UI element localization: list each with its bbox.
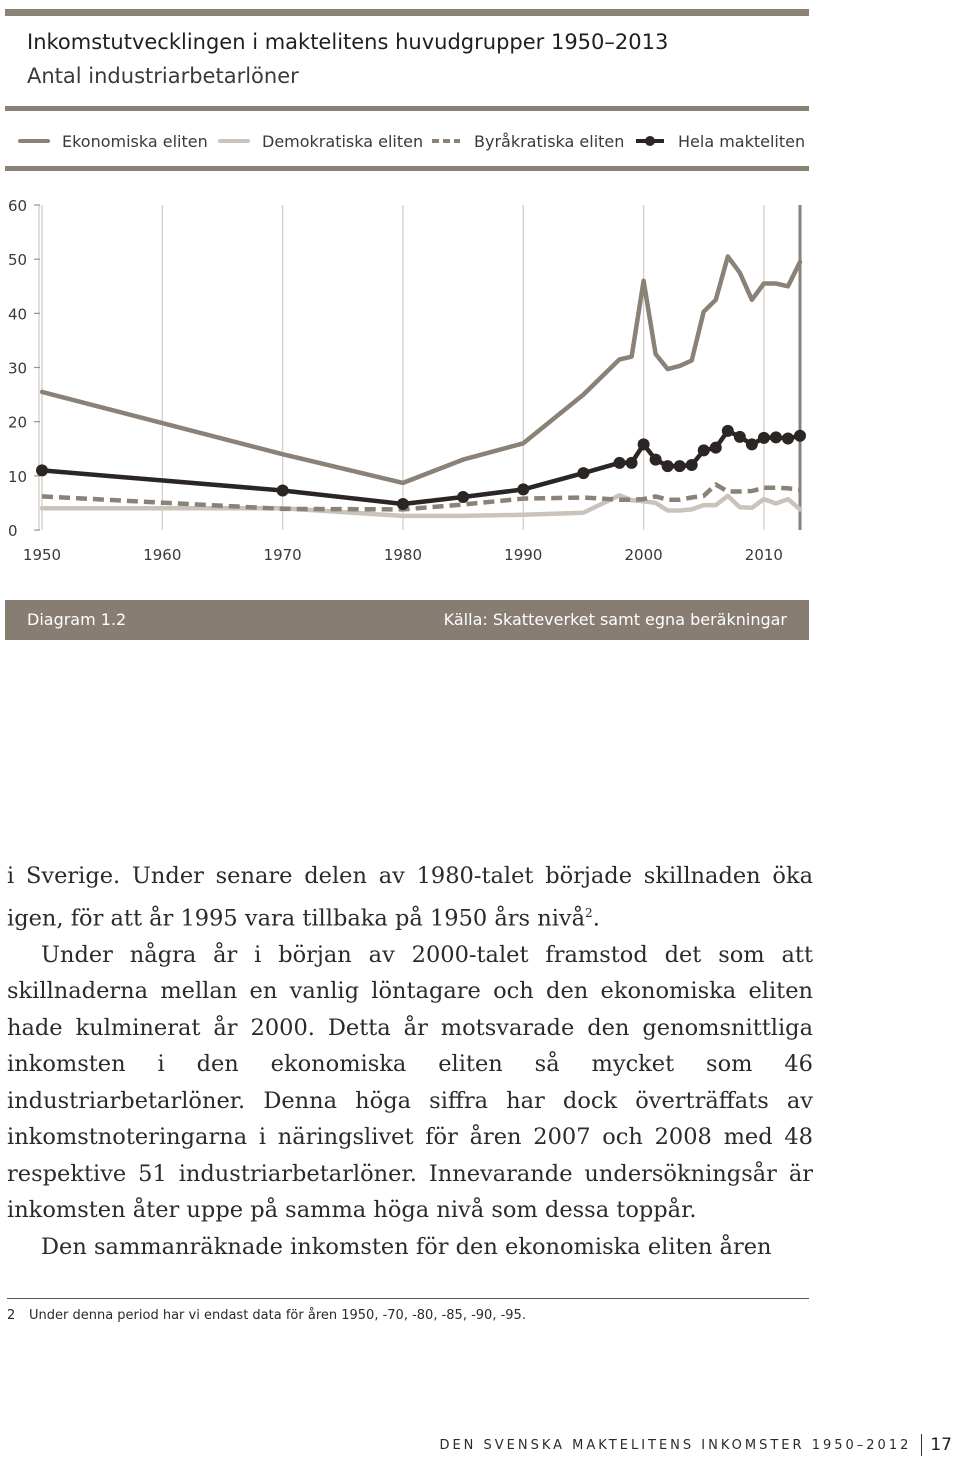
running-footer: DEN SVENSKA MAKTELITENS INKOMSTER 1950–2… xyxy=(439,1434,952,1456)
legend-item-hela: Hela makteliten xyxy=(634,126,805,156)
legend-label: Hela makteliten xyxy=(678,131,806,151)
footnote: 2 Under denna period har vi endast data f… xyxy=(7,1308,526,1323)
y-tick-label: 30 xyxy=(8,360,27,378)
footnote-ref[interactable]: 2 xyxy=(585,905,593,920)
legend-label: Ekonomiska eliten xyxy=(62,131,208,151)
legend-item-byrakratiska: Byråkratiska eliten xyxy=(430,126,624,156)
x-tick-label: 2010 xyxy=(745,546,783,564)
legend-divider xyxy=(5,166,809,171)
x-tick-label: 1960 xyxy=(143,546,181,564)
data-point xyxy=(613,456,626,469)
x-tick-label: 1990 xyxy=(504,546,542,564)
data-point xyxy=(781,432,794,445)
data-point xyxy=(769,431,782,444)
data-point xyxy=(577,467,590,480)
footnote-rule xyxy=(7,1298,809,1299)
data-point xyxy=(649,453,662,466)
data-point xyxy=(733,430,746,443)
body-text: i Sverige. Under senare delen av 1980-ta… xyxy=(7,858,813,1265)
legend-label: Demokratiska eliten xyxy=(262,131,424,151)
footer-separator xyxy=(921,1434,923,1456)
chart-subtitle: Antal industriarbetarlöner xyxy=(27,64,299,88)
chart-legend: Ekonomiska eliten Demokratiska eliten By… xyxy=(18,126,808,156)
legend-swatch-markers xyxy=(636,136,664,146)
legend-swatch-solid-dark xyxy=(18,139,50,143)
data-point xyxy=(757,431,770,444)
data-point xyxy=(396,498,409,510)
series-line-demokratiska-eliten xyxy=(39,493,803,519)
paragraph: Den sammanräknade inkomsten för den ekon… xyxy=(41,1233,772,1260)
legend-swatch-dashed xyxy=(432,139,460,143)
data-point xyxy=(685,459,698,471)
data-point xyxy=(794,429,806,442)
title-divider xyxy=(5,106,809,111)
running-title: DEN SVENSKA MAKTELITENS INKOMSTER 1950–2… xyxy=(439,1437,912,1453)
x-tick-label: 1980 xyxy=(384,546,422,564)
source-note: Källa: Skatteverket samt egna beräkninga… xyxy=(443,610,787,629)
legend-swatch-solid-light xyxy=(218,139,250,143)
data-point xyxy=(721,424,734,437)
top-rule xyxy=(5,9,809,16)
legend-item-demokratiska: Demokratiska eliten xyxy=(218,126,423,156)
y-tick-label: 20 xyxy=(8,414,27,432)
x-tick-label: 1950 xyxy=(23,546,61,564)
paragraph: i Sverige. Under senare delen av 1980-ta… xyxy=(7,858,813,937)
data-point xyxy=(625,456,638,469)
series-line-ekonomiska-eliten xyxy=(39,254,803,486)
y-tick-label: 40 xyxy=(8,305,27,323)
data-point xyxy=(673,460,686,473)
data-point xyxy=(637,438,650,451)
series-line-byr-kratiska-eliten xyxy=(41,482,801,512)
paragraph-text: i Sverige. Under senare delen av 1980-ta… xyxy=(7,863,813,931)
paragraph-text-end: . xyxy=(592,905,600,931)
y-tick-label: 60 xyxy=(8,197,27,215)
diagram-number: Diagram 1.2 xyxy=(27,610,127,629)
chart-title: Inkomstutvecklingen i maktelitens huvudg… xyxy=(27,30,669,54)
y-tick-label: 10 xyxy=(8,468,27,486)
y-tick-label: 50 xyxy=(8,251,27,269)
line-chart: 0 10 20 30 40 50 60 1950 1960 1970 1980 1990 2000 201… xyxy=(8,197,806,564)
y-tick-label: 0 xyxy=(8,522,18,540)
diagram-caption-bar: Diagram 1.2 Källa: Skatteverket samt egn… xyxy=(5,600,809,640)
data-point xyxy=(745,438,758,451)
page-number: 17 xyxy=(930,1435,952,1455)
x-tick-label: 1970 xyxy=(264,546,302,564)
data-point xyxy=(517,483,530,496)
footnote-text: Under denna period har vi endast data fö… xyxy=(29,1308,526,1323)
legend-label: Byråkratiska eliten xyxy=(474,131,625,151)
data-point xyxy=(697,444,710,457)
legend-item-ekonomiska: Ekonomiska eliten xyxy=(18,126,208,156)
data-point xyxy=(276,484,289,497)
data-point xyxy=(709,441,722,454)
data-point xyxy=(661,460,674,473)
data-point xyxy=(457,490,470,503)
footnote-number: 2 xyxy=(7,1308,16,1323)
x-tick-label: 2000 xyxy=(624,546,662,564)
data-point xyxy=(36,464,48,477)
paragraph: Under några år i början av 2000-talet fr… xyxy=(7,941,813,1224)
